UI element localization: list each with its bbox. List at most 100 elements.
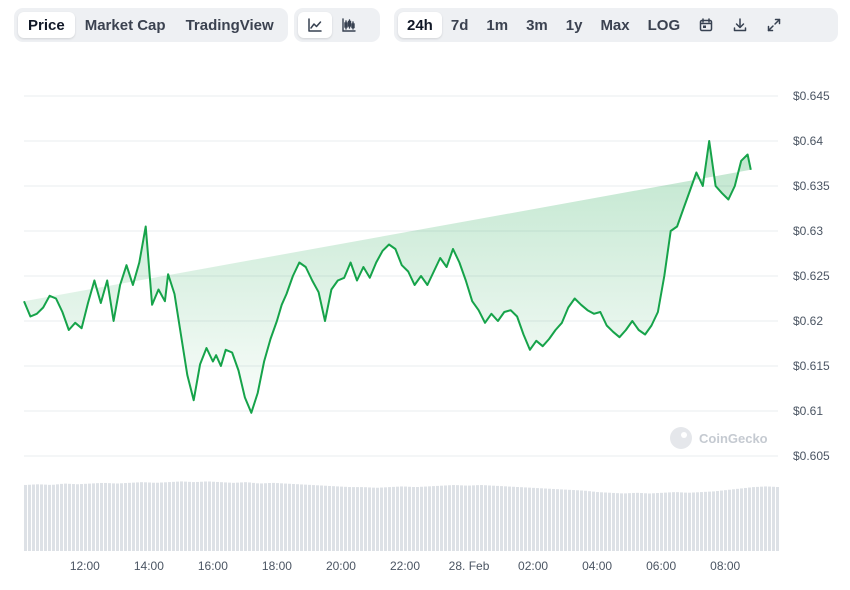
calendar-icon[interactable] [689, 12, 723, 38]
volume-bar [340, 486, 343, 551]
volume-bar [56, 484, 59, 551]
volume-bar [260, 483, 263, 551]
range-7d[interactable]: 7d [450, 16, 469, 34]
volume-bar [80, 484, 83, 551]
range-24h[interactable]: 24h [398, 12, 442, 38]
volume-bar [116, 483, 119, 551]
volume-bar [632, 492, 635, 551]
volume-bar [176, 481, 179, 551]
volume-bar [328, 485, 331, 551]
volume-bar [416, 486, 419, 551]
volume-bar [468, 485, 471, 551]
volume-bar [344, 486, 347, 551]
range-1y[interactable]: 1y [565, 16, 583, 34]
volume-bar [392, 486, 395, 551]
volume-bar [440, 485, 443, 551]
volume-bar [288, 483, 291, 551]
volume-bar [552, 488, 555, 551]
volume-bar [688, 492, 691, 551]
volume-bar [148, 482, 151, 551]
volume-bar [48, 484, 51, 551]
volume-bar [320, 485, 323, 551]
range-3m[interactable]: 3m [526, 16, 548, 34]
volume-bar [208, 481, 211, 551]
volume-bar [52, 484, 55, 551]
volume-bar [716, 491, 719, 551]
x-tick-label: 12:00 [70, 559, 100, 573]
tab-market-cap[interactable]: Market Cap [84, 16, 166, 34]
range-log[interactable]: LOG [647, 16, 681, 34]
volume-bar [152, 482, 155, 551]
volume-bar [736, 488, 739, 551]
tab-tradingview[interactable]: TradingView [185, 16, 274, 34]
x-tick-label: 14:00 [134, 559, 164, 573]
volume-bar [744, 487, 747, 551]
volume-bar [704, 491, 707, 551]
volume-bar [696, 492, 699, 551]
volume-bar [396, 486, 399, 551]
volume-bar [600, 492, 603, 551]
volume-bar [492, 485, 495, 551]
volume-bar [364, 487, 367, 551]
volume-bar [140, 482, 143, 551]
volume-bar [156, 482, 159, 551]
volume-bar [580, 490, 583, 551]
volume-bar [752, 487, 755, 551]
volume-bar [372, 487, 375, 551]
volume-bar [564, 489, 567, 551]
volume-bar [32, 484, 35, 551]
volume-bar [720, 490, 723, 551]
x-tick-label: 06:00 [646, 559, 676, 573]
volume-bar [524, 487, 527, 551]
tab-price[interactable]: Price [18, 12, 75, 38]
line-chart-icon[interactable] [298, 12, 332, 38]
volume-bar [164, 482, 167, 551]
volume-bar [432, 486, 435, 551]
y-tick-label: $0.625 [793, 269, 830, 283]
volume-bar [264, 483, 267, 551]
volume-bar [456, 485, 459, 551]
volume-bar [304, 484, 307, 551]
volume-bar [44, 484, 47, 551]
volume-bar [412, 486, 415, 551]
volume-bar [748, 487, 751, 551]
volume-bar [772, 486, 775, 551]
volume-bar [280, 483, 283, 551]
volume-bar [684, 492, 687, 551]
download-icon[interactable] [723, 12, 757, 38]
volume-bar [252, 482, 255, 551]
volume-bar [308, 484, 311, 551]
range-max[interactable]: Max [600, 16, 630, 34]
volume-bar [464, 485, 467, 551]
volume-bar [480, 485, 483, 551]
volume-bar [548, 488, 551, 551]
volume-bar [160, 482, 163, 551]
volume-bar [312, 485, 315, 551]
volume-bar [692, 492, 695, 551]
volume-bar [248, 482, 251, 551]
volume-bar [296, 484, 299, 551]
volume-bar [112, 483, 115, 551]
watermark: CoinGecko [670, 427, 768, 449]
volume-bar [352, 487, 355, 551]
expand-icon[interactable] [757, 12, 791, 38]
volume-bar [628, 493, 631, 551]
volume-bar [172, 481, 175, 551]
volume-bar [96, 483, 99, 551]
x-tick-label: 20:00 [326, 559, 356, 573]
volume-bar [652, 493, 655, 551]
volume-bar [516, 486, 519, 551]
y-tick-label: $0.63 [793, 224, 823, 238]
x-tick-label: 18:00 [262, 559, 292, 573]
x-tick-label: 02:00 [518, 559, 548, 573]
volume-bar [560, 489, 563, 551]
volume-bar [424, 486, 427, 551]
range-1m[interactable]: 1m [486, 16, 509, 34]
volume-bar [64, 483, 67, 551]
y-tick-label: $0.615 [793, 359, 830, 373]
candlestick-chart-icon[interactable] [332, 12, 366, 38]
volume-bar [316, 485, 319, 551]
volume-bar [268, 483, 271, 551]
y-tick-label: $0.62 [793, 314, 823, 328]
volume-bar [776, 486, 779, 551]
